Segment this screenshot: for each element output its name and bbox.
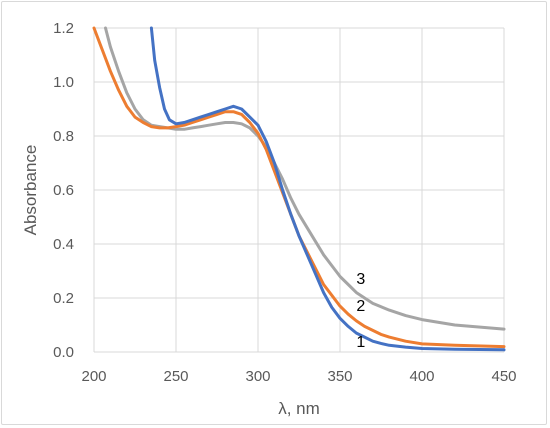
x-tick-label: 350 — [327, 368, 352, 385]
y-tick-label: 0.2 — [53, 290, 74, 307]
curve-label-3: 3 — [356, 271, 365, 288]
x-tick-label: 200 — [81, 368, 106, 385]
x-tick-label: 450 — [491, 368, 516, 385]
y-tick-label: 0.4 — [53, 236, 74, 253]
x-tick-label: 400 — [409, 368, 434, 385]
x-tick-label: 300 — [245, 368, 270, 385]
curve-label-1: 1 — [356, 334, 365, 351]
series-lines — [92, 26, 506, 352]
y-tick-label: 1.0 — [53, 74, 74, 91]
y-tick-label: 1.2 — [53, 20, 74, 37]
curve-label-2: 2 — [356, 298, 365, 315]
x-tick-label: 250 — [163, 368, 188, 385]
y-axis-title: Absorbance — [21, 145, 40, 236]
series-2-line — [92, 26, 506, 349]
curve-labels: 1 2 3 — [356, 271, 365, 351]
x-tick-labels: 200 250 300 350 400 450 — [81, 368, 516, 385]
y-tick-labels: 0.0 0.2 0.4 0.6 0.8 1.0 1.2 — [53, 20, 74, 361]
y-tick-label: 0.0 — [53, 344, 74, 361]
series-3-line — [104, 26, 506, 331]
x-axis-title: λ, nm — [278, 399, 320, 418]
y-tick-label: 0.8 — [53, 128, 74, 145]
series-1-line — [149, 26, 506, 352]
y-tick-label: 0.6 — [53, 182, 74, 199]
gridlines — [93, 27, 505, 353]
